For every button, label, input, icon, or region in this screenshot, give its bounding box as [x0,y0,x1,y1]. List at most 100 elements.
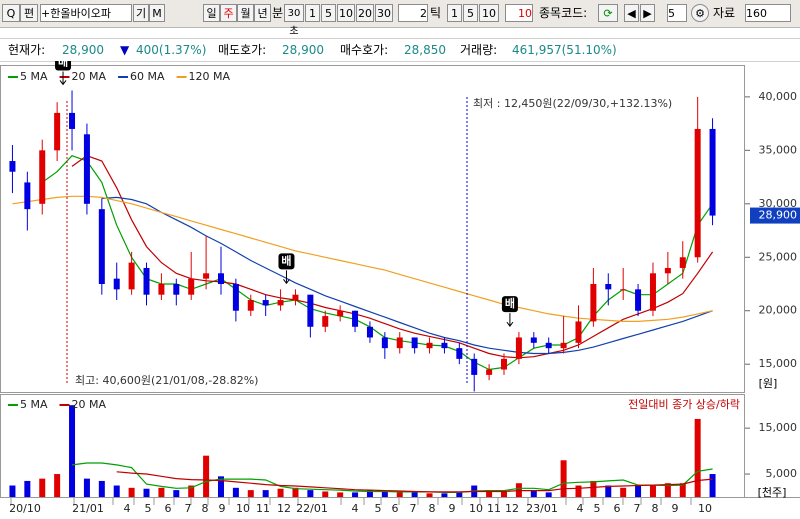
candle-body [247,300,254,311]
stock-name[interactable]: +한올바이오파 [40,4,132,22]
volume-bar [426,493,433,497]
count-input[interactable]: 5 [667,4,687,22]
low-annotation: 최저 : 12,450원(22/09/30,+132.13%) [473,97,672,110]
y-tick-label: 30,000 [759,197,798,210]
candle-body [352,310,359,327]
candle-body [649,273,656,311]
candle-body [322,316,329,327]
volume-bar [143,488,150,497]
x-tick-label: 21/01 [72,502,104,515]
volume-bar [39,478,46,497]
candle-body [217,273,224,284]
volume-bar [381,491,388,497]
settings-button[interactable]: ⚙ [691,4,709,22]
minute-button[interactable]: 30초 [284,4,304,37]
candle-body [128,262,135,290]
info-value: 28,900 [282,43,324,57]
candle-body [366,326,373,338]
legend-label: 20 MA [72,398,107,411]
toolbar: Q 편 +한올바이오파 기 M 일 주 월 년 분 30초 1 5 10 20 … [0,0,800,37]
minute-option[interactable]: 10 [337,4,355,22]
x-tick-label: 5 [594,502,601,515]
ma-line [71,155,714,359]
x-tick-label: 20/10 [9,502,41,515]
info-value: 461,957(51.10%) [512,43,617,57]
tick-option[interactable]: 5 [463,4,478,22]
tick-option[interactable]: 1 [447,4,462,22]
minute-option[interactable]: 20 [356,4,374,22]
period-button[interactable]: 월 [237,4,254,22]
volume-note: 전일대비 종가 상승/하락 [628,397,740,411]
y-unit: [원] [759,377,778,390]
code-label: 종목코드: [539,6,588,20]
y-tick-label: 20,000 [759,304,798,317]
data-count[interactable]: 160 [745,4,791,22]
x-tick-label: 8 [202,502,209,515]
candle-body [232,284,239,311]
volume-bar [411,492,418,497]
candle-body [307,294,314,327]
info-label: 현재가: [8,43,46,57]
period-button[interactable]: 년 [254,4,271,22]
price-tag-label: 28,900 [759,209,798,222]
x-tick-label: 4 [577,502,584,515]
volume-bar [366,490,373,497]
ma-line [101,196,713,355]
next-button[interactable]: ▶ [640,4,655,22]
m-button[interactable]: M [149,4,165,22]
volume-bar [9,485,16,497]
candle-body [486,369,493,375]
volume-bar [83,478,90,497]
chart: 15,000 20,000 25,000 30,000 35,000 40,000 5,00… [0,61,800,515]
candle-body [54,112,61,151]
tick-count[interactable]: 2 [398,4,428,22]
volume-bar [620,487,627,497]
info-label: 매도호가: [218,43,267,57]
period-label: 분 [272,6,284,20]
volume-bar [24,480,31,497]
candle-body [158,284,165,295]
period-button[interactable]: 주 [220,4,237,22]
info-label: 매수호가: [340,43,389,57]
x-tick-label: 22/01 [296,502,328,515]
legend-label: 20 MA [72,70,107,83]
candle-body [381,337,388,349]
x-tick-label: 6 [165,502,172,515]
period-button[interactable]: 일 [203,4,220,22]
marker-arrow [59,71,67,86]
x-tick-label: 9 [449,502,456,515]
candle-body [143,267,150,295]
candle-body [396,337,403,349]
x-tick-label: 4 [124,502,131,515]
edit-button[interactable]: 편 [20,4,38,22]
candle-body [24,182,31,210]
candle-body [411,337,418,349]
gi-button[interactable]: 기 [133,4,149,22]
price-tag [750,207,800,224]
info-value: 400(1.37%) [136,43,207,57]
refresh-button[interactable]: ⟳ [598,4,618,22]
volume-bar [649,485,656,497]
marker-label: 배 [505,296,515,310]
minute-option[interactable]: 30 [375,4,393,22]
ma-line [41,155,714,371]
x-tick-label: 11 [487,502,501,515]
search-button[interactable]: Q [2,4,20,22]
candle-body [98,209,105,284]
minute-option[interactable]: 1 [305,4,320,22]
tick-input[interactable]: 10 [505,4,533,22]
change-arrow: ▼ [120,43,130,57]
minute-option[interactable]: 5 [321,4,336,22]
volume-bar [441,493,448,497]
candle-body [471,358,478,375]
volume-bar [486,490,493,497]
x-tick-label: 7 [185,502,192,515]
info-bar: 현재가: 28,900 ▼ 400(1.37%) 매도호가: 28,900 매수… [0,38,800,62]
legend-label: 5 MA [20,398,48,411]
volume-bar [217,476,224,497]
prev-button[interactable]: ◀ [624,4,639,22]
tick-option[interactable]: 10 [479,4,499,22]
volume-bar [247,490,254,497]
marker-label: 배 [281,253,291,267]
